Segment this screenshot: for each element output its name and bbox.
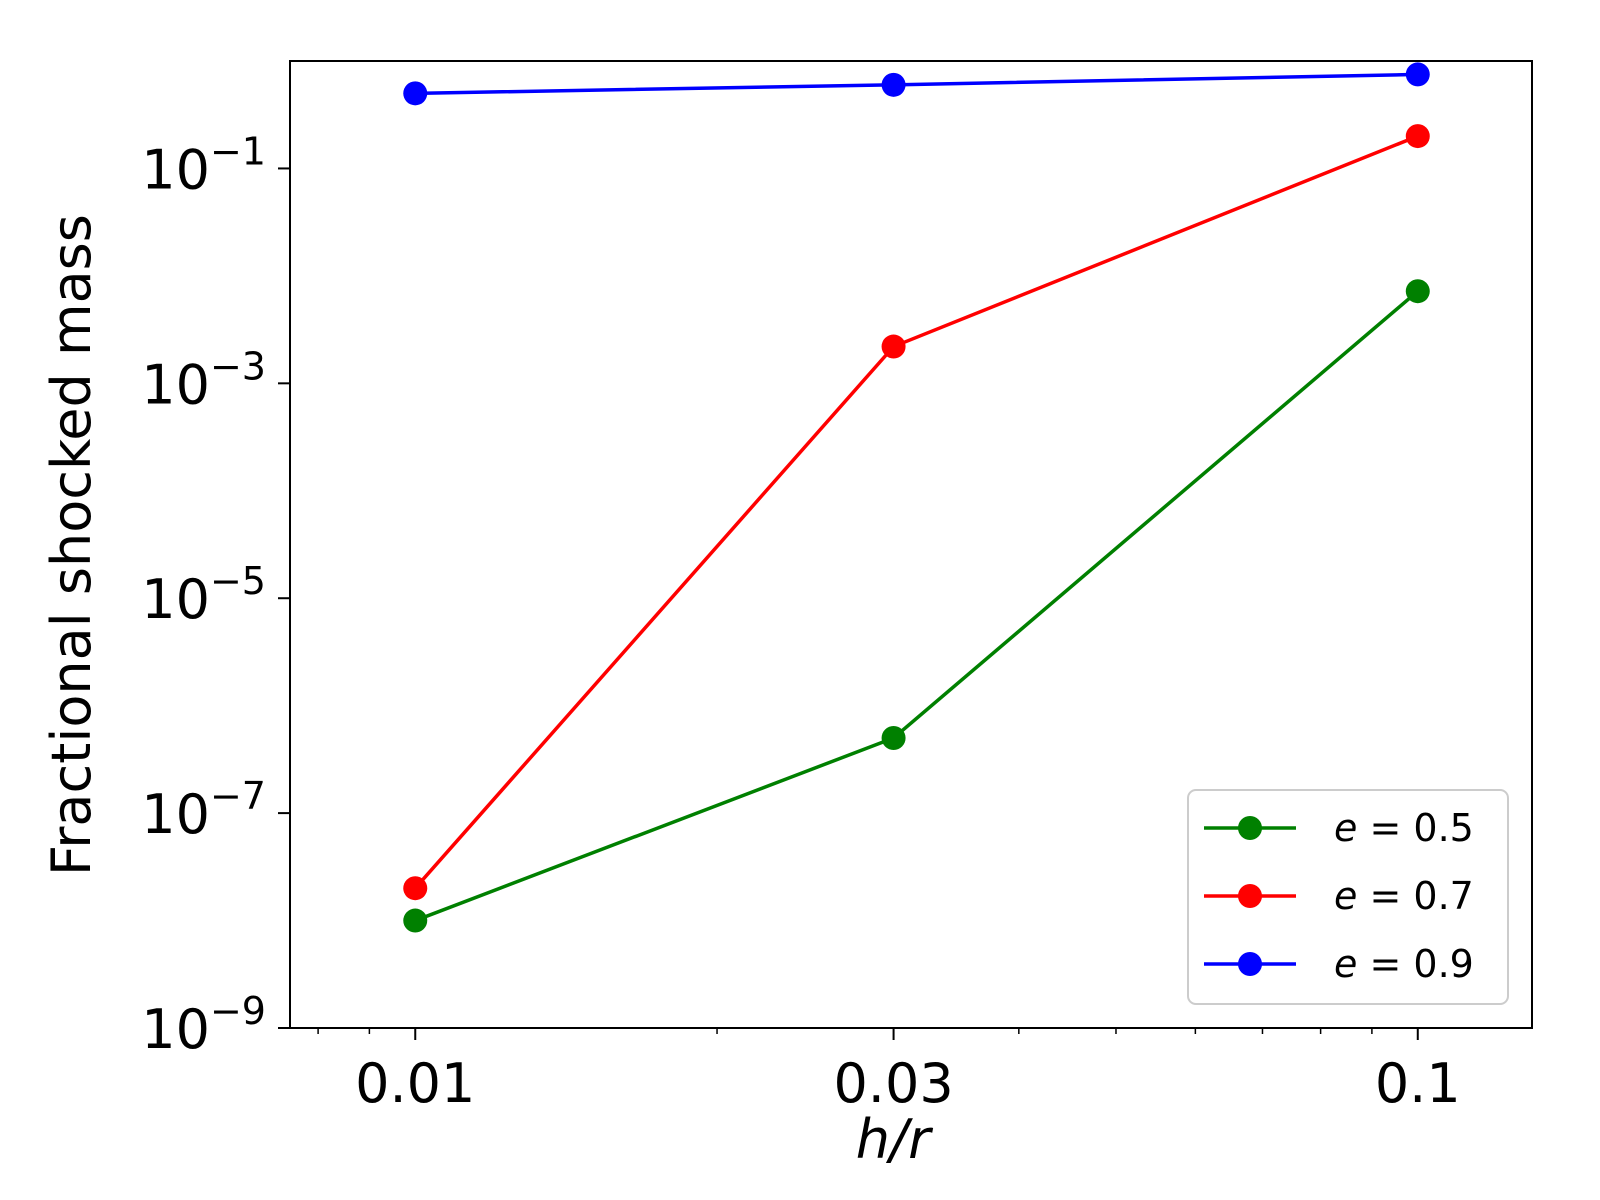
- legend-value: = 0.9: [1357, 942, 1473, 986]
- data-point: [1405, 62, 1430, 87]
- y-tick-exponent: −3: [210, 344, 266, 388]
- data-point: [881, 726, 906, 751]
- legend-var: e: [1334, 942, 1357, 986]
- x-axis-label: h/r: [856, 1108, 933, 1171]
- y-tick-base: 10: [141, 568, 210, 631]
- plot-frame: [289, 60, 1533, 1029]
- data-point: [1405, 124, 1430, 149]
- data-point: [881, 72, 906, 97]
- x-tick-label: 0.01: [355, 1052, 475, 1115]
- y-tick-exponent: −5: [210, 559, 266, 603]
- legend-label: e = 0.7: [1334, 874, 1474, 918]
- legend-label: e = 0.9: [1334, 942, 1474, 986]
- data-point: [403, 81, 428, 106]
- data-point: [881, 334, 906, 359]
- legend-value: = 0.7: [1357, 874, 1473, 918]
- data-point: [1405, 279, 1430, 304]
- y-tick-exponent: −1: [210, 129, 266, 173]
- legend: e = 0.5e = 0.7e = 0.9: [1187, 789, 1509, 1005]
- y-tick-label: 10−1: [141, 129, 266, 201]
- x-tick-label: 0.1: [1375, 1052, 1461, 1115]
- y-tick-label: 10−7: [141, 774, 266, 846]
- y-tick-base: 10: [141, 138, 210, 201]
- legend-marker: [1238, 952, 1262, 976]
- legend-marker: [1238, 884, 1262, 908]
- y-tick-base: 10: [141, 353, 210, 416]
- axis-ticks: 0.01 0.03 0.110−910−710−510−310−1: [141, 129, 1460, 1115]
- y-tick-label: 10−9: [141, 989, 266, 1061]
- legend-var: e: [1334, 874, 1357, 918]
- data-point: [403, 908, 428, 933]
- data-point: [403, 876, 428, 901]
- y-tick-label: 10−3: [141, 344, 266, 416]
- legend-box: [1187, 789, 1509, 1005]
- y-tick-base: 10: [141, 998, 210, 1061]
- legend-var: e: [1334, 806, 1357, 850]
- y-tick-base: 10: [141, 783, 210, 846]
- y-tick-exponent: −9: [210, 989, 266, 1033]
- legend-value: = 0.5: [1357, 806, 1473, 850]
- y-tick-label: 10−5: [141, 559, 266, 631]
- legend-marker: [1238, 816, 1262, 840]
- legend-label: e = 0.5: [1334, 806, 1474, 850]
- y-axis-label: Fractional shocked mass: [40, 214, 103, 876]
- x-tick-label: 0.03: [833, 1052, 953, 1115]
- y-tick-exponent: −7: [210, 774, 266, 818]
- series-markers: [403, 62, 1430, 933]
